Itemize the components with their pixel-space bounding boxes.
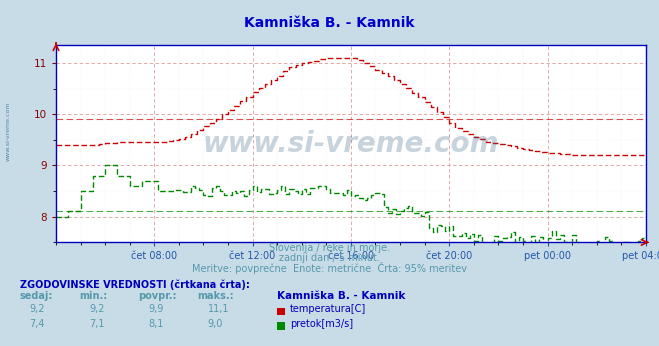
Text: 8,1: 8,1 [148, 319, 163, 329]
Text: www.si-vreme.com: www.si-vreme.com [5, 102, 11, 161]
Text: www.si-vreme.com: www.si-vreme.com [203, 130, 499, 157]
Text: Slovenija / reke in morje.: Slovenija / reke in morje. [269, 243, 390, 253]
Text: pretok[m3/s]: pretok[m3/s] [290, 319, 353, 329]
Text: 7,1: 7,1 [89, 319, 105, 329]
Text: povpr.:: povpr.: [138, 291, 177, 301]
Text: Kamniška B. - Kamnik: Kamniška B. - Kamnik [244, 16, 415, 29]
Text: 9,2: 9,2 [89, 304, 105, 314]
Text: 7,4: 7,4 [30, 319, 45, 329]
Text: ZGODOVINSKE VREDNOSTI (črtkana črta):: ZGODOVINSKE VREDNOSTI (črtkana črta): [20, 279, 250, 290]
Text: 9,2: 9,2 [30, 304, 45, 314]
Text: 9,9: 9,9 [148, 304, 163, 314]
Text: maks.:: maks.: [198, 291, 235, 301]
Text: min.:: min.: [79, 291, 107, 301]
Text: 11,1: 11,1 [208, 304, 229, 314]
Text: Meritve: povprečne  Enote: metrične  Črta: 95% meritev: Meritve: povprečne Enote: metrične Črta:… [192, 262, 467, 274]
Text: sedaj:: sedaj: [20, 291, 53, 301]
Text: zadnji dan / 5 minut.: zadnji dan / 5 minut. [279, 253, 380, 263]
Text: temperatura[C]: temperatura[C] [290, 304, 366, 314]
Text: 9,0: 9,0 [208, 319, 223, 329]
Text: Kamniška B. - Kamnik: Kamniška B. - Kamnik [277, 291, 405, 301]
